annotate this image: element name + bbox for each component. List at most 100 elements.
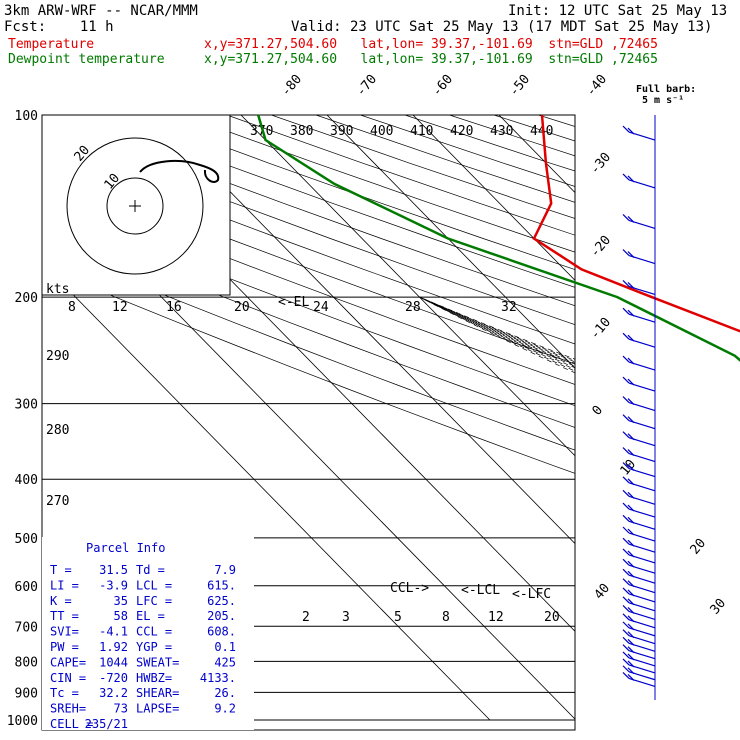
dry-adiabat: [538, 115, 575, 127]
hodograph-ring-10: [106, 177, 164, 235]
pressure-label-200: 200: [15, 291, 38, 306]
wind-barb-flag: [622, 548, 630, 556]
wind-barb-flag: [622, 537, 630, 545]
isotherm-label: -40: [584, 72, 611, 100]
wind-barb-flag: [627, 673, 635, 681]
wind-barb-flag: [627, 631, 635, 639]
model-title: 3km ARW-WRF -- NCAR/MMM: [4, 3, 198, 19]
parcel-value: 1.92: [99, 640, 128, 654]
wind-barb-flag: [627, 478, 635, 486]
dry-adiabat: [583, 115, 740, 720]
wind-barb-flag: [622, 578, 630, 586]
dewpoint-profile: [257, 114, 740, 362]
wind-barb-flag: [622, 355, 630, 363]
full-barb-units: 5 m s⁻¹: [642, 95, 685, 106]
wind-barb-flag: [622, 665, 630, 673]
wind-barb-flag: [622, 629, 630, 637]
wind-barb-flag: [627, 615, 635, 623]
isotherm-label: -60: [430, 72, 457, 100]
parcel-key: SREH=: [50, 702, 86, 716]
pressure-label-300: 300: [15, 398, 38, 413]
parcel-value: -3.9: [99, 578, 128, 592]
wind-barb-flag: [622, 249, 630, 256]
wind-barb-flag: [627, 550, 635, 558]
wind-barb-flag: [627, 560, 635, 568]
parcel-value: 235/21: [85, 717, 128, 731]
isotherm-label: -30: [588, 150, 615, 178]
wind-barb-flag: [627, 357, 635, 365]
parcel-key: Td =: [136, 563, 165, 577]
theta-label-left: 280: [46, 423, 69, 438]
speed-tick-label: 20: [234, 300, 250, 315]
wind-barb-flag: [622, 568, 630, 576]
wind-barb-flag: [622, 526, 630, 534]
wind-barb-flag: [627, 127, 635, 135]
speed-tick-label: 28: [405, 300, 421, 315]
isotherm-label: -20: [588, 233, 615, 261]
wind-barb-flag: [627, 667, 635, 675]
wind-barb-flag: [627, 623, 635, 631]
parcel-value: 625.: [207, 594, 236, 608]
wind-barb-flag: [622, 447, 630, 455]
pressure-label-1000: 1000: [7, 714, 38, 729]
mixing-ratio-label: 8: [442, 610, 450, 625]
isotherm-label: -10: [588, 315, 615, 343]
dewpoint-legend-location: x,y=371.27,504.60 lat,lon= 39.37,-101.69…: [204, 52, 658, 67]
wind-barb-flag: [627, 516, 635, 524]
isotherm-label: -80: [279, 72, 306, 100]
parcel-key: CAPE=: [50, 655, 86, 669]
theta-label-left: 290: [46, 349, 69, 364]
wind-barb-flag: [622, 587, 630, 595]
isotherm-line: [326, 115, 575, 369]
parcel-value: 0.1: [214, 640, 236, 654]
parcel-key: PW =: [50, 640, 79, 654]
parcel-key: SVI=: [50, 625, 79, 639]
pressure-label-500: 500: [15, 532, 38, 547]
wind-barb-flag: [627, 653, 635, 661]
wind-barb-flag: [627, 491, 635, 499]
parcel-value: 31.5: [99, 563, 128, 577]
moist-adiabat: [419, 296, 575, 363]
speed-tick-label: 16: [166, 300, 182, 315]
wind-barb-flag: [622, 636, 630, 644]
wind-barb-flag: [627, 570, 635, 578]
pressure-label-900: 900: [15, 686, 38, 701]
parcel-value: 4133.: [200, 671, 236, 685]
wind-barb-flag: [627, 646, 635, 654]
pressure-label-400: 400: [15, 473, 38, 488]
wind-barb-flag: [627, 398, 635, 405]
wind-barb-flag: [627, 589, 635, 597]
dry-adiabat: [42, 245, 575, 451]
parcel-value: 73: [114, 702, 128, 716]
hodograph-ring-20: [66, 137, 204, 275]
parcel-key: SHEAR=: [136, 686, 179, 700]
theta-label-top: 380: [290, 124, 313, 139]
wind-barb-flag: [627, 378, 635, 386]
isotherm-line: [671, 115, 740, 720]
wind-barb-flag: [622, 502, 630, 510]
wind-barb-flag: [622, 658, 630, 666]
moist-adiabat: [419, 296, 575, 367]
parcel-value: 9.2: [214, 702, 236, 716]
parcel-key: LAPSE=: [136, 702, 179, 716]
moist-adiabat: [419, 296, 575, 374]
moist-adiabat: [419, 296, 575, 372]
wind-barb-flag: [627, 504, 635, 512]
parcel-title: Parcel Info: [86, 541, 165, 555]
isotherm-line: [154, 115, 575, 545]
wind-barb-flag: [627, 660, 635, 668]
parcel-key: Tc =: [50, 686, 79, 700]
dry-adiabat: [42, 204, 575, 407]
parcel-value: 26.: [214, 686, 236, 700]
wind-barb-flag: [622, 414, 630, 422]
parcel-key: SWEAT=: [136, 655, 179, 669]
hodograph-units: kts: [46, 282, 69, 297]
parcel-key: LCL =: [136, 578, 172, 592]
isotherm-label: 40: [592, 581, 614, 603]
temperature-profile: [532, 114, 740, 333]
theta-label-top: 410: [410, 124, 433, 139]
parcel-key: T =: [50, 563, 72, 577]
dry-adiabat: [42, 224, 575, 428]
dry-adiabat: [42, 184, 575, 385]
